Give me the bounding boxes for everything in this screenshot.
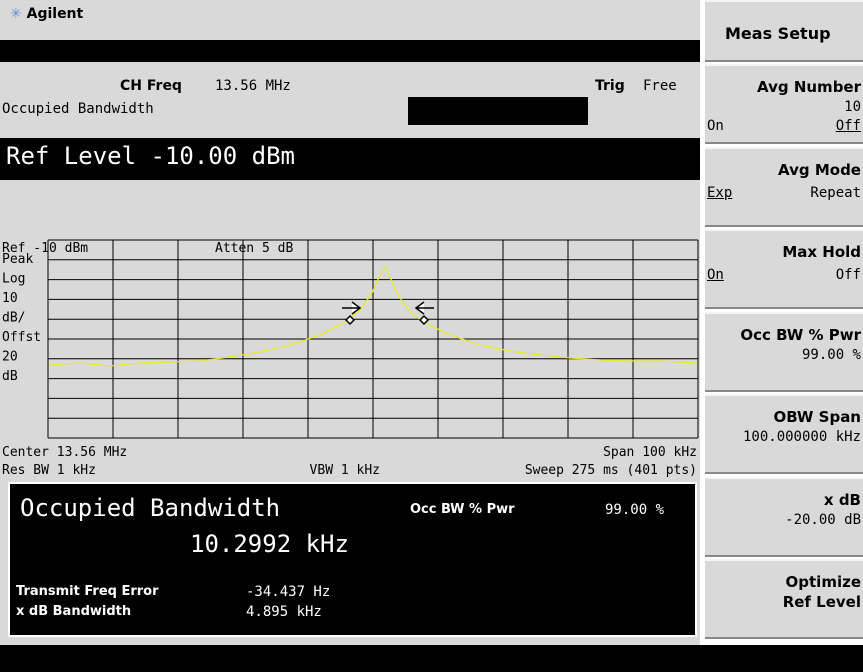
ch-freq-label: CH Freq [120,78,182,94]
trace [49,265,698,367]
trig: Free [643,78,677,94]
softkey-option: On [707,118,724,134]
scale-label: Log [2,272,25,287]
ref-level: Ref Level -10.00 dBm [6,142,295,170]
softkey-label: Optimize [785,573,861,591]
softkey-label: Occ BW % Pwr [740,325,861,344]
brand-text: Agilent [26,6,84,22]
softkey-sublabel: Ref Level [782,593,861,611]
entry-box [408,97,588,125]
softkey[interactable]: x dB -20.00 dB [705,476,863,557]
softkey-label: OBW Span [773,408,861,426]
graticule: Ref -10 dBm Atten 5 dB Peak Log 10 dB/Offst… [0,185,700,480]
scale-label: Offst [2,330,41,345]
occupied-bandwidth: 10.2992 kHz [190,530,349,558]
measurement: Occupied Bandwidth [2,101,154,117]
atten-label: Atten 5 dB [215,241,293,256]
trig-label: Trig [595,78,625,94]
softkey-option: Off [835,118,861,134]
scale-label: dB [2,369,18,384]
results-title: Occupied Bandwidth [20,494,281,522]
sweep-label: Sweep 275 ms (401 pts) [525,463,697,478]
softkey[interactable]: Avg Number 10 On Off [705,64,863,144]
softkey-label: Avg Number [757,78,861,96]
grid [47,239,699,439]
softkey-option: Exp [707,184,733,201]
ref-label: Ref -10 dBm [2,241,88,256]
softkey-value: 99.00 % [801,346,861,363]
brand: ✳ Agilent [10,6,84,22]
ch-freq: 13.56 MHz [215,78,291,94]
status-bar [0,645,863,672]
occ-bw: 99.00 % [605,502,665,518]
softkey[interactable]: Avg Mode Exp Repeat [705,146,863,227]
scale-label: Peak [2,252,33,267]
res-bw-label: Res BW 1 kHz [2,463,96,478]
occ-bw-label: Occ BW % Pwr [410,502,515,517]
softkey-title-text: Meas Setup [725,24,831,43]
softkey-option: On [707,267,724,283]
center-label: Center 13.56 MHz [2,445,127,460]
scale-label: dB/ [2,311,25,326]
scale-labels: Peak Log 10 dB/Offst 20 dB [2,252,41,384]
scale-label: 20 [2,350,18,365]
softkey-label: Max Hold [782,243,861,261]
softkey[interactable]: Occ BW % Pwr 99.00 % [705,311,863,392]
softkey[interactable]: OBW Span 100.000000 kHz [705,394,863,474]
softkey-option: Repeat [810,184,861,201]
ref-bar [0,138,700,180]
span-label: Span 100 kHz [603,445,697,460]
scale-label: 10 [2,291,18,306]
softkey-option: Off [835,267,861,283]
results-box: Occupied Bandwidth 10.2992 kHz Occ BW % … [8,482,697,637]
softkey-label: x dB [823,490,861,509]
result-value: 4.895 kHz [246,604,322,620]
softkey-value: 100.000000 kHz [742,429,861,445]
result-label: x dB Bandwidth [16,604,132,619]
markers [342,301,434,326]
message-bar [0,40,700,62]
softkey-value: -20.00 dB [785,511,861,528]
result-value: -34.437 Hz [246,584,331,600]
softkey-value: 10 [844,99,861,115]
softkey-title: Meas Setup [705,0,863,62]
softkey[interactable]: Optimize Ref Level [705,559,863,639]
softkey[interactable]: Max Hold On Off [705,229,863,309]
vbw-label: VBW 1 kHz [310,463,380,478]
result-label: Transmit Freq Error [16,584,159,599]
softkey-label: Avg Mode [778,160,861,179]
